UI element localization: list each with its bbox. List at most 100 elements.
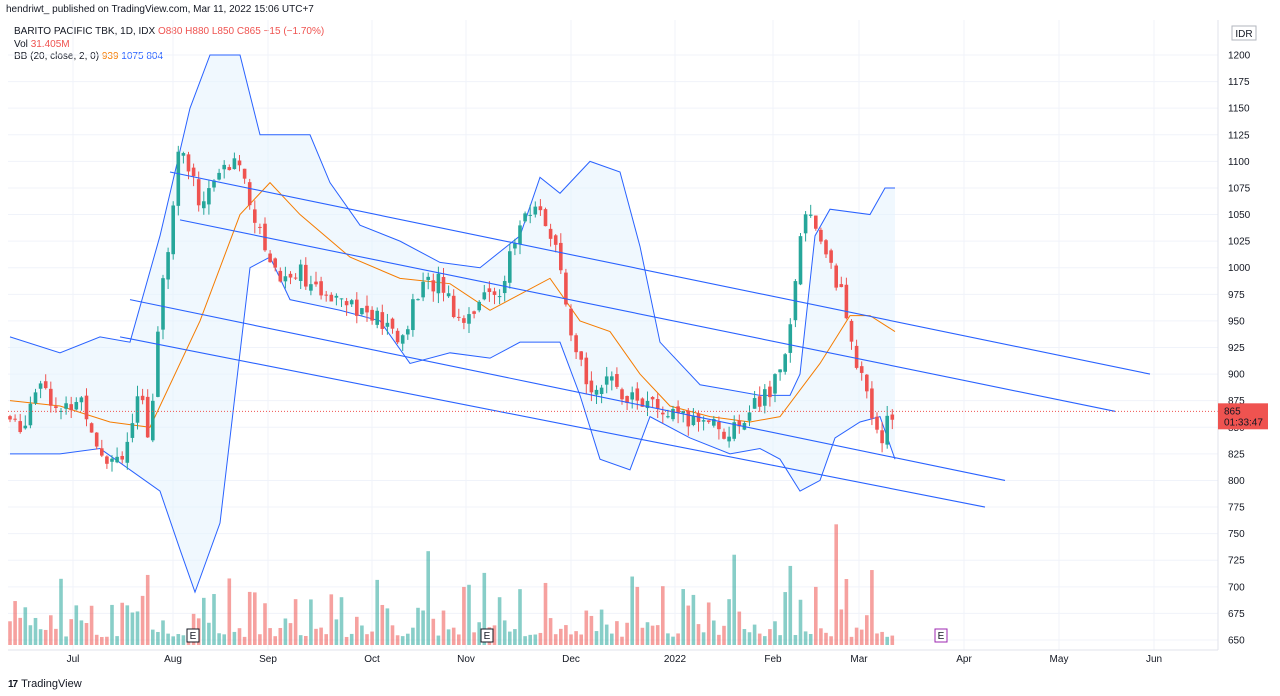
- volume-bar: [548, 618, 553, 645]
- volume-bar: [615, 621, 619, 645]
- volume-bar: [13, 601, 17, 645]
- volume-bar: [844, 579, 849, 645]
- candle-body: [497, 296, 502, 298]
- candle-body: [865, 374, 869, 392]
- candle-body: [513, 243, 517, 249]
- volume-label[interactable]: Vol: [14, 38, 28, 50]
- candle-body: [574, 335, 578, 353]
- candle-body: [28, 403, 33, 426]
- candle-body: [589, 380, 594, 393]
- candle-body: [650, 397, 655, 400]
- price-tick-label: 725: [1228, 556, 1245, 567]
- volume-bar: [247, 591, 252, 645]
- candle-body: [186, 154, 191, 172]
- price-tick-label: 1125: [1228, 130, 1250, 141]
- volume-bar: [778, 635, 782, 645]
- volume-bar: [23, 607, 28, 645]
- candle-body: [788, 324, 793, 353]
- symbol-title[interactable]: BARITO PACIFIC TBK, 1D, IDX: [14, 26, 156, 37]
- tradingview-logo-icon: 17: [8, 678, 18, 690]
- candle-body: [701, 420, 706, 422]
- volume-bar: [69, 619, 73, 645]
- candle-body: [13, 418, 17, 420]
- candle-body: [145, 396, 150, 438]
- volume-bar: [329, 594, 334, 645]
- volume-bar: [477, 622, 481, 645]
- candle-body: [436, 273, 441, 294]
- volume-bar: [84, 623, 89, 645]
- volume-bar: [854, 627, 859, 645]
- volume-bar: [508, 631, 512, 645]
- bb-upper-value: 1075: [121, 51, 144, 62]
- candle-body: [451, 295, 456, 318]
- candle-body: [161, 278, 165, 330]
- candle-body: [752, 398, 757, 409]
- candle-body: [722, 431, 726, 439]
- candle-body: [564, 272, 568, 305]
- volume-bar: [145, 574, 150, 645]
- volume-bar: [151, 629, 155, 645]
- candle-body: [314, 281, 318, 285]
- candle-body: [502, 281, 507, 294]
- candle-body: [620, 389, 624, 400]
- candle-body: [319, 281, 323, 296]
- volume-bar: [79, 620, 84, 645]
- volume-bars: [8, 524, 895, 645]
- candle-body: [431, 280, 436, 292]
- candle-body: [569, 308, 573, 336]
- candle-body: [712, 418, 716, 426]
- volume-bar: [314, 628, 318, 645]
- earnings-marker: [480, 628, 494, 643]
- candle-body: [406, 329, 410, 335]
- channel-line: [119, 336, 986, 508]
- candle-body: [467, 314, 471, 324]
- candle-body: [747, 412, 752, 421]
- footer-brand[interactable]: 17 TradingView: [8, 678, 82, 690]
- trend-channel-lines[interactable]: [119, 171, 1151, 508]
- volume-bar: [176, 634, 181, 645]
- volume-bar: [237, 628, 242, 645]
- volume-bar: [293, 599, 298, 645]
- volume-bar: [492, 625, 497, 645]
- candle-body: [839, 284, 844, 288]
- candle-body: [533, 206, 538, 215]
- candle-body: [38, 383, 43, 389]
- bb-label[interactable]: BB (20, close, 2, 0): [14, 51, 100, 62]
- volume-value: 31.405M: [30, 38, 70, 50]
- price-axis[interactable]: 6506757007257507758008258508759009259509…: [1217, 20, 1251, 650]
- price-badge-value: 865: [1224, 406, 1241, 417]
- candle-body: [615, 374, 619, 387]
- volume-bar: [344, 636, 349, 645]
- time-tick-label: Jun: [1146, 654, 1162, 665]
- volume-bar: [763, 636, 767, 645]
- volume-bar: [620, 636, 624, 645]
- candle-body: [849, 320, 854, 342]
- time-tick-label: Apr: [956, 654, 972, 665]
- price-tick-label: 925: [1228, 343, 1245, 354]
- volume-bar: [426, 551, 430, 645]
- candle-body: [798, 236, 803, 285]
- volume-bar: [752, 624, 757, 645]
- price-tick-label: 650: [1228, 636, 1245, 647]
- candle-body: [196, 179, 201, 206]
- volume-bar: [528, 634, 532, 645]
- candle-body: [579, 351, 583, 360]
- volume-bar: [640, 627, 645, 645]
- volume-bar: [574, 631, 578, 645]
- candle-body: [156, 331, 160, 397]
- candle-body: [242, 168, 247, 179]
- candle-body: [803, 214, 808, 234]
- candle-body: [64, 403, 68, 409]
- time-axis[interactable]: Jul Aug Sep Oct Nov Dec 2022 Feb Mar Apr May Jun: [8, 649, 1218, 665]
- ohlc-values: O880 H880 L850 C865 −15 (−1.70%): [157, 26, 325, 37]
- candle-body: [253, 209, 257, 223]
- candle-body: [472, 311, 476, 314]
- candle-body: [339, 298, 344, 300]
- volume-bar: [732, 554, 736, 645]
- earnings-marker: [934, 628, 948, 643]
- candle-body: [635, 388, 640, 401]
- candle-body: [834, 265, 838, 288]
- volume-bar: [559, 628, 563, 645]
